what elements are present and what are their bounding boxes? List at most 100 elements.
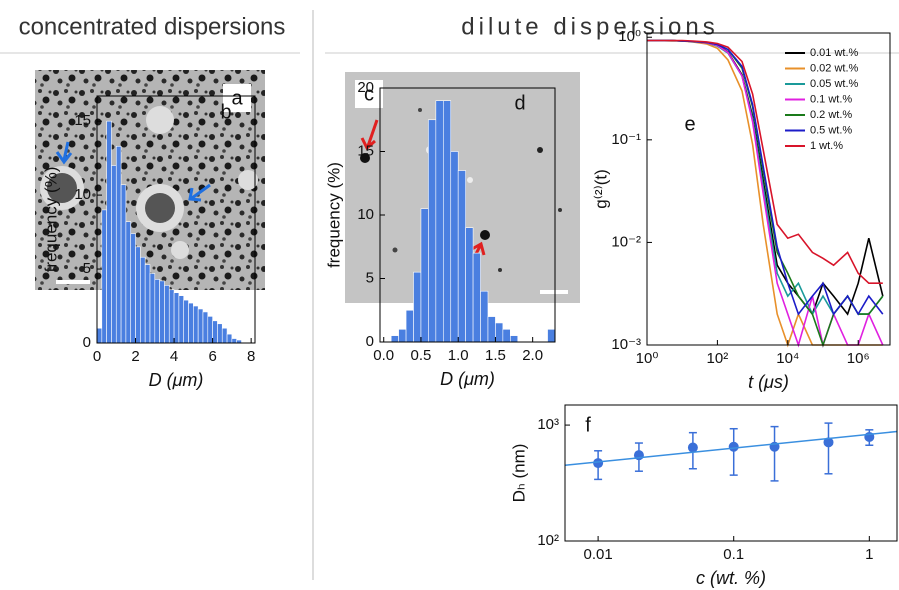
x-tick-label: 0.01 <box>584 546 613 563</box>
x-axis-label: t (μs) <box>748 372 789 392</box>
bar <box>457 170 466 343</box>
point <box>823 437 834 448</box>
legend-label: 0.2 wt.% <box>810 109 852 121</box>
bar <box>472 252 481 343</box>
legend-label: 1 wt.% <box>810 140 843 152</box>
point <box>687 442 698 453</box>
bar <box>212 320 218 344</box>
plot-frame <box>646 32 891 346</box>
y-tick-label: 10⁰ <box>618 28 641 45</box>
header-right: dilute dispersions <box>461 13 718 40</box>
x-tick-label: 8 <box>247 348 255 365</box>
bar <box>197 308 204 344</box>
micrograph-a: a <box>35 70 265 290</box>
point <box>728 441 739 452</box>
bar <box>480 290 489 343</box>
bar <box>193 305 199 344</box>
bar <box>106 120 112 344</box>
bar <box>495 322 504 343</box>
plot-frame <box>96 95 256 344</box>
bar <box>487 316 496 343</box>
bar <box>120 184 127 344</box>
bar <box>547 328 556 343</box>
fit-line <box>564 430 898 467</box>
y-tick-label: 0 <box>83 334 91 351</box>
bar <box>173 292 180 344</box>
y-tick-label: 10⁻² <box>611 233 641 250</box>
bar <box>111 165 117 344</box>
bar <box>502 328 511 343</box>
x-tick-label: 10⁶ <box>847 350 870 367</box>
panel-label: c <box>364 83 374 105</box>
y-tick-label: 10³ <box>537 416 559 433</box>
bar <box>221 327 228 344</box>
panel-label: e <box>684 113 695 135</box>
x-tick-label: 0 <box>93 348 101 365</box>
bar <box>405 309 414 343</box>
legend-label: 0.02 wt.% <box>810 62 859 74</box>
x-tick-label: 0.0 <box>373 347 394 364</box>
y-tick-label: 10 <box>357 206 374 223</box>
y-tick-label: 10 <box>74 186 91 203</box>
panel-label: b <box>220 101 231 123</box>
x-tick-label: 1.5 <box>485 347 506 364</box>
x-axis-label: D (μm) <box>149 370 204 390</box>
bar <box>164 285 170 344</box>
bar <box>178 295 185 344</box>
x-tick-label: 6 <box>208 348 216 365</box>
bar <box>101 209 107 344</box>
header-left: concentrated dispersions <box>19 13 286 40</box>
bar <box>510 335 519 343</box>
bar <box>398 328 407 343</box>
y-tick-label: 0 <box>366 333 374 350</box>
legend-label: 0.5 wt.% <box>810 124 852 136</box>
x-tick-label: 1 <box>865 546 873 563</box>
legend-label: 0.01 wt.% <box>810 47 859 59</box>
bar <box>96 327 103 344</box>
y-tick-label: 10² <box>537 532 559 549</box>
y-tick-label: 5 <box>366 269 374 286</box>
legend-label: 0.1 wt.% <box>810 93 852 105</box>
x-tick-label: 10⁴ <box>776 350 799 367</box>
x-tick-label: 2 <box>131 348 139 365</box>
x-tick-label: 4 <box>170 348 178 365</box>
bar <box>125 221 132 344</box>
data-line <box>647 39 883 284</box>
bar <box>428 119 437 343</box>
y-axis-label: frequency (%) <box>41 167 60 273</box>
panel-label: f <box>585 414 591 436</box>
x-tick-label: 10² <box>707 350 729 367</box>
x-axis-label: c (wt. %) <box>696 568 766 588</box>
bar <box>168 289 175 344</box>
bar <box>202 311 209 344</box>
bar <box>183 299 189 344</box>
x-tick-label: 2.0 <box>522 347 543 364</box>
y-tick-label: 5 <box>83 260 91 277</box>
bar <box>149 273 156 344</box>
bar <box>144 264 151 344</box>
bar <box>140 256 146 344</box>
x-tick-label: 1.0 <box>448 347 469 364</box>
bar <box>442 100 452 343</box>
bar <box>154 279 160 344</box>
bar <box>159 280 165 344</box>
bar <box>217 323 223 344</box>
x-tick-label: 0.1 <box>723 546 744 563</box>
plot-frame <box>564 404 898 542</box>
bar <box>135 246 141 344</box>
panel-label: d <box>514 92 525 114</box>
y-axis-label: g⁽²⁾(t) <box>591 169 610 209</box>
y-tick-label: 10⁻³ <box>611 336 641 353</box>
y-tick-label: 20 <box>357 79 374 96</box>
panel-label: a <box>231 87 243 109</box>
bar <box>450 151 459 343</box>
y-axis-label: Dₕ (nm) <box>509 444 528 503</box>
point <box>593 458 604 469</box>
bar <box>413 271 422 343</box>
y-tick-label: 15 <box>357 142 374 159</box>
bar <box>420 208 429 343</box>
bar <box>130 233 136 344</box>
x-tick-label: 0.5 <box>411 347 432 364</box>
y-tick-label: 15 <box>74 112 91 129</box>
